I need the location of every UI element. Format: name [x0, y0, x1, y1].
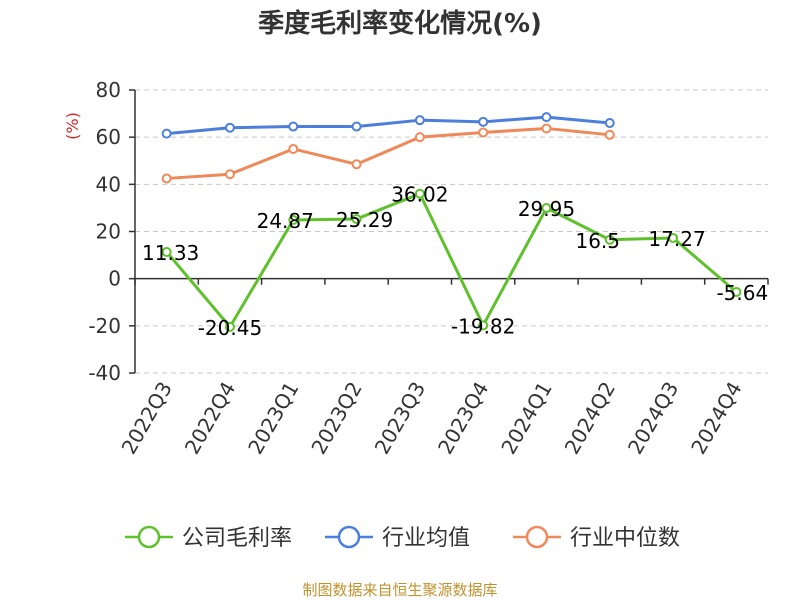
x-tick-label: 2022Q4 — [180, 378, 240, 459]
data-point — [224, 122, 235, 133]
series-line — [166, 115, 610, 136]
data-point — [478, 320, 489, 331]
series-lines — [161, 112, 742, 332]
x-tick-label: 2024Q3 — [623, 378, 683, 459]
legend: 公司毛利率 行业均值 行业中位数 — [125, 525, 680, 551]
data-label: -20.45 — [198, 316, 262, 340]
y-tick-label: 80 — [96, 78, 121, 102]
data-point — [161, 246, 172, 257]
series-1 — [161, 112, 615, 139]
y-tick-label: 40 — [96, 172, 121, 196]
data-label: 25.29 — [336, 208, 393, 232]
data-point — [224, 169, 235, 180]
data-label: 11.33 — [142, 241, 199, 265]
data-point — [604, 118, 615, 129]
data-point — [414, 132, 425, 143]
data-point — [668, 232, 679, 243]
legend-item-1: 行业均值 — [325, 525, 470, 551]
y-tick-labels: -40 -20 0 20 40 60 80 — [88, 78, 121, 385]
data-point — [478, 116, 489, 127]
data-label: 24.87 — [257, 209, 314, 233]
series-line — [166, 126, 610, 180]
source-note: 制图数据来自恒生聚源数据库 — [302, 581, 497, 599]
y-tick-label: 20 — [96, 220, 121, 244]
legend-label: 行业中位数 — [570, 526, 680, 551]
y-tick-label: -20 — [88, 314, 121, 338]
x-tick-labels: 2022Q3 2022Q4 2023Q1 2023Q2 2023Q3 2023Q4 2024… — [117, 378, 747, 459]
x-tick-label: 2023Q3 — [370, 378, 430, 459]
y-tick-label: 60 — [96, 125, 121, 149]
data-label: 36.02 — [391, 183, 448, 207]
x-tick-label: 2022Q3 — [117, 378, 177, 459]
legend-marker — [337, 525, 361, 549]
data-point — [288, 143, 299, 154]
data-point — [604, 234, 615, 245]
data-point — [731, 286, 742, 297]
data-point — [541, 112, 552, 123]
y-tick-label: -40 — [88, 361, 121, 385]
data-point — [478, 127, 489, 138]
legend-marker — [525, 525, 549, 549]
data-point — [541, 123, 552, 134]
legend-item-2: 行业中位数 — [513, 525, 680, 551]
legend-label: 行业均值 — [382, 526, 470, 551]
axes — [129, 89, 769, 374]
data-label: -19.82 — [451, 314, 515, 338]
data-label: 16.5 — [575, 229, 620, 253]
data-point — [351, 121, 362, 132]
y-axis-label: (%) — [63, 112, 82, 140]
grid-lines — [135, 89, 768, 374]
series-line — [165, 192, 738, 329]
legend-marker — [137, 525, 161, 549]
legend-label: 公司毛利率 — [182, 526, 292, 551]
series-2 — [161, 123, 615, 184]
data-label: 29.95 — [518, 197, 575, 221]
data-point — [604, 129, 615, 140]
x-tick-label: 2024Q1 — [496, 378, 556, 459]
data-point — [351, 214, 362, 225]
y-tick-label: 0 — [108, 267, 121, 291]
x-tick-label: 2023Q2 — [306, 378, 366, 459]
data-point — [224, 321, 235, 332]
chart-title: 季度毛利率变化情况(%) — [258, 8, 542, 39]
x-tick-label: 2023Q1 — [243, 378, 303, 459]
x-tick-label: 2023Q4 — [433, 378, 493, 459]
legend-item-0: 公司毛利率 — [125, 525, 292, 551]
data-point — [414, 188, 425, 199]
data-label: 17.27 — [648, 227, 705, 251]
data-point — [288, 121, 299, 132]
data-point — [351, 159, 362, 170]
data-point — [161, 128, 172, 139]
data-label: -5.64 — [716, 281, 768, 305]
series-0 — [161, 188, 742, 332]
data-point — [541, 203, 552, 214]
data-point — [414, 115, 425, 126]
x-tick-label: 2024Q4 — [686, 378, 746, 459]
data-point — [288, 215, 299, 226]
data-point — [161, 173, 172, 184]
x-tick-label: 2024Q2 — [560, 378, 620, 459]
